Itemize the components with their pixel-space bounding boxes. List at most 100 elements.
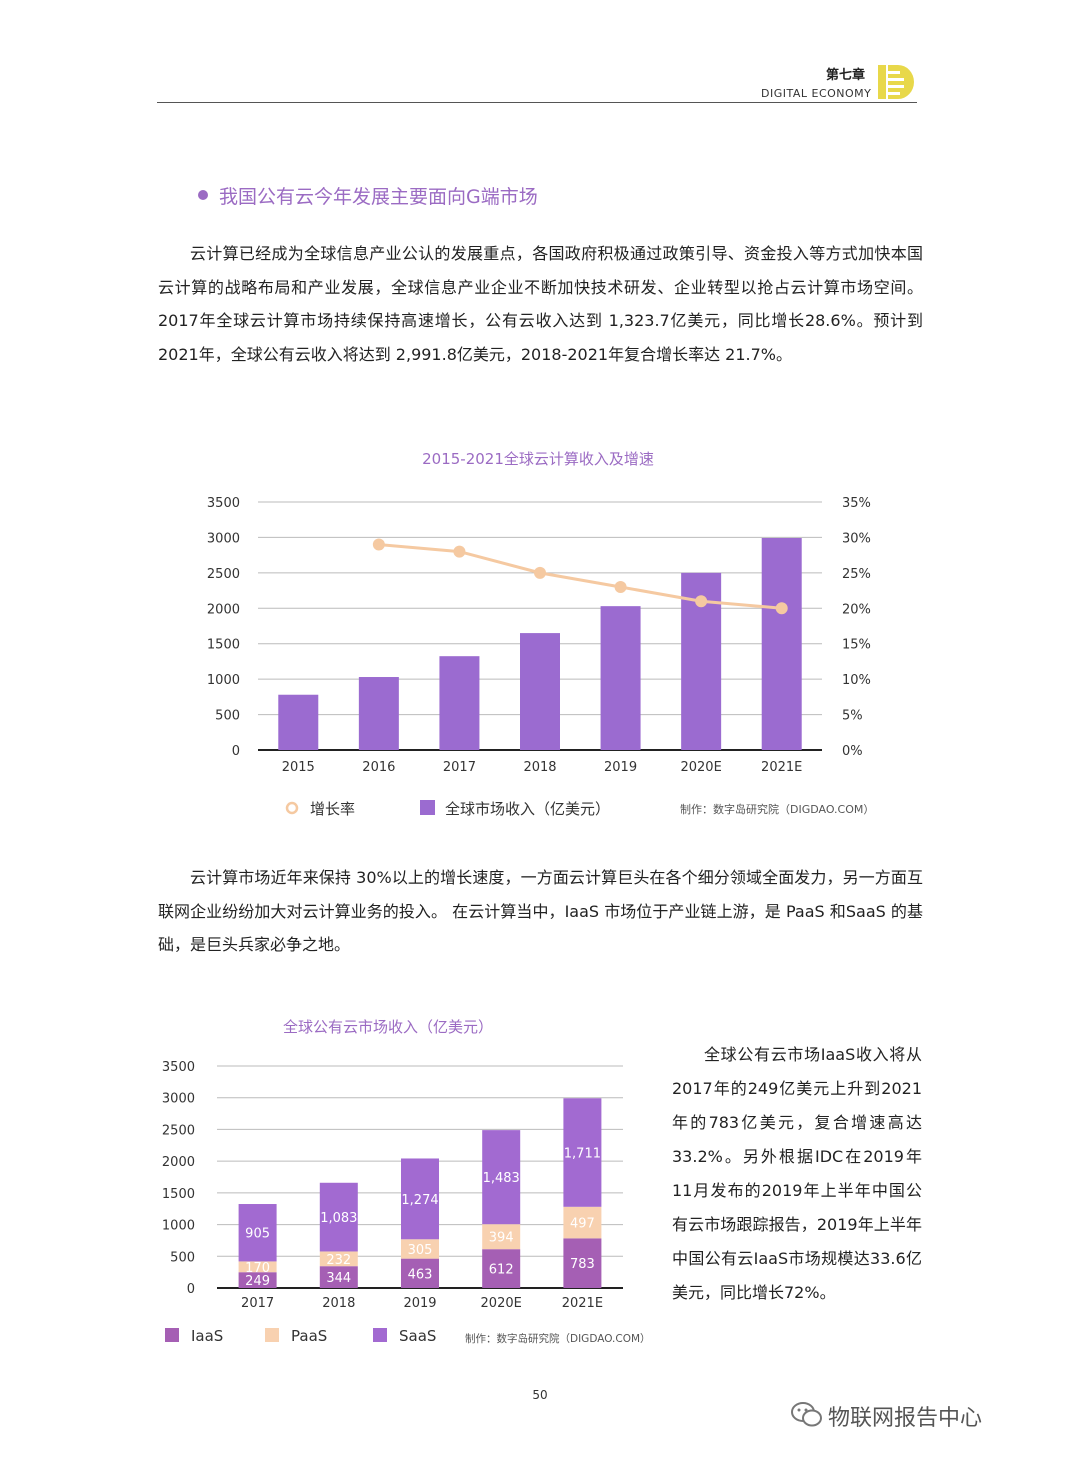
chart2-bar-segment — [319, 1266, 358, 1288]
chapter-label: 第七章 — [826, 68, 866, 83]
chart1-bar — [761, 537, 802, 750]
chart2-title: 全球公有云市场收入（亿美元） — [283, 1018, 493, 1036]
paragraph-1-text: 云计算已经成为全球信息产业公认的发展重点，各国政府积极通过政策引导、资金投入等方… — [158, 244, 923, 364]
chart2-bar-segment — [563, 1238, 602, 1288]
chart2-segment-label: 1,711 — [564, 1147, 601, 1162]
chart2-bar-segment — [482, 1249, 521, 1288]
chart1-bar — [278, 694, 319, 750]
chart1-right-tick: 15% — [842, 638, 871, 653]
revenue-growth-chart: 2015-2021全球云计算收入及增速 0 0% 500 5% 1000 10% 1500 1… — [207, 450, 874, 818]
chart2-bar-segment — [238, 1272, 277, 1288]
chart2-bar-segment — [563, 1206, 602, 1239]
chart2-bar-segment — [401, 1258, 439, 1288]
chart1-growth-point — [775, 602, 788, 615]
chart1-right-tick: 30% — [842, 531, 871, 546]
chart2-category-label: 2017 — [241, 1296, 274, 1311]
revenue-legend-marker — [420, 800, 435, 815]
chart1-growth-point — [453, 545, 466, 558]
paragraph-1: 云计算已经成为全球信息产业公认的发展重点，各国政府积极通过政策引导、资金投入等方… — [158, 237, 923, 371]
digital-economy-logo-icon — [878, 65, 914, 99]
chart1-right-tick: 25% — [842, 567, 871, 582]
chart1-right-tick: 10% — [842, 673, 871, 688]
chart1-left-tick: 1500 — [207, 638, 240, 653]
watermark-text: 物联网报告中心 — [828, 1406, 983, 1431]
chart1-growth-point — [695, 595, 708, 608]
chart2-segment-label: 344 — [326, 1271, 351, 1286]
chart1-bar — [439, 656, 480, 750]
chart2-legend-marker — [265, 1328, 279, 1342]
chart1-growth-point — [614, 581, 627, 594]
chart1-right-tick: 35% — [842, 496, 871, 511]
growth-legend-label: 增长率 — [310, 800, 355, 818]
chart2-segment-label: 1,483 — [483, 1171, 520, 1186]
chart2-y-tick: 500 — [170, 1250, 195, 1265]
chart1-category-label: 2016 — [362, 760, 395, 775]
growth-legend-marker — [285, 801, 299, 815]
chart2-segment-label: 905 — [245, 1227, 270, 1242]
chart1-left-tick: 0 — [232, 744, 240, 759]
chart1-category-label: 2015 — [282, 760, 315, 775]
chart2-bar-segment — [563, 1098, 602, 1207]
chart1-bar — [358, 677, 399, 750]
chart2-y-tick: 1500 — [162, 1187, 195, 1202]
chart2-bar-segment — [238, 1204, 277, 1262]
chart2-bar-segment — [482, 1130, 521, 1225]
chart2-category-label: 2019 — [403, 1296, 436, 1311]
chart2-source: 制作：数字岛研究院（DIGDAO.COM） — [465, 1332, 651, 1345]
chart1-bar — [520, 633, 560, 750]
chart2-segment-label: 305 — [408, 1243, 433, 1258]
chart2-legend-marker — [373, 1328, 387, 1342]
chart2-segment-label: 612 — [489, 1263, 514, 1278]
chart1-left-tick: 500 — [215, 709, 240, 724]
paragraph-2-text: 云计算市场近年来保持 30%以上的增长速度，一方面云计算巨头在各个细分领域全面发… — [158, 868, 923, 954]
chart2-y-tick: 0 — [187, 1282, 195, 1297]
chart1-right-tick: 20% — [842, 602, 871, 617]
chart2-segment-label: 463 — [408, 1267, 433, 1282]
chart2-y-tick: 3500 — [162, 1060, 195, 1075]
paragraph-3-text: 全球公有云市场IaaS收入将从2017年的249亿美元上升到2021年的783亿… — [672, 1045, 922, 1302]
chart1-category-label: 2021E — [761, 760, 802, 775]
chart2-legend-marker — [165, 1328, 179, 1342]
chart1-category-label: 2020E — [680, 760, 721, 775]
header-divider — [157, 102, 917, 103]
chart1-category-label: 2017 — [443, 760, 476, 775]
chart2-category-label: 2018 — [322, 1296, 355, 1311]
chart1-growth-point — [372, 538, 385, 551]
chart1-left-tick: 3000 — [207, 531, 240, 546]
chart1-growth-point — [534, 566, 546, 579]
chart2-segment-label: 497 — [570, 1217, 595, 1232]
chart2-segment-label: 394 — [489, 1231, 514, 1246]
chart1-left-tick: 2500 — [207, 567, 240, 582]
chart2-segment-label: 1,083 — [320, 1211, 357, 1226]
chart2-bar-segment — [401, 1239, 439, 1259]
chart2-category-label: 2020E — [481, 1296, 522, 1311]
chart1-bar — [600, 606, 641, 750]
chart1-source: 制作：数字岛研究院（DIGDAO.COM） — [680, 802, 874, 816]
chart1-right-tick: 0% — [842, 744, 863, 759]
chart2-bar-segment — [482, 1224, 521, 1250]
paragraph-2: 云计算市场近年来保持 30%以上的增长速度，一方面云计算巨头在各个细分领域全面发… — [158, 861, 923, 962]
chart2-bar-segment — [238, 1261, 277, 1273]
chart2-y-tick: 2000 — [162, 1155, 195, 1170]
chart2-legend-label: PaaS — [291, 1327, 327, 1345]
chart1-title: 2015-2021全球云计算收入及增速 — [422, 450, 654, 468]
section-title: 我国公有云今年发展主要面向G端市场 — [219, 186, 538, 208]
chart2-segment-label: 232 — [326, 1253, 351, 1268]
chart1-category-label: 2018 — [523, 760, 556, 775]
chart2-category-label: 2021E — [562, 1296, 603, 1311]
chart1-left-tick: 1000 — [207, 673, 240, 688]
chart2-bar-segment — [401, 1158, 439, 1240]
chart1-left-tick: 3500 — [207, 496, 240, 511]
chart2-legend-label: SaaS — [399, 1327, 436, 1345]
chart2-segment-label: 170 — [245, 1261, 270, 1276]
bullet-dot — [198, 190, 208, 200]
chart2-legend-label: IaaS — [191, 1327, 223, 1345]
chapter-subtitle: DIGITAL ECONOMY — [761, 87, 872, 100]
chart1-left-tick: 2000 — [207, 602, 240, 617]
wechat-icon — [791, 1402, 822, 1427]
chart1-right-tick: 5% — [842, 709, 863, 724]
chart1-category-label: 2019 — [604, 760, 637, 775]
chart2-bar-segment — [319, 1182, 358, 1252]
chart2-segment-label: 249 — [245, 1274, 270, 1289]
chart2-y-tick: 2500 — [162, 1123, 195, 1138]
